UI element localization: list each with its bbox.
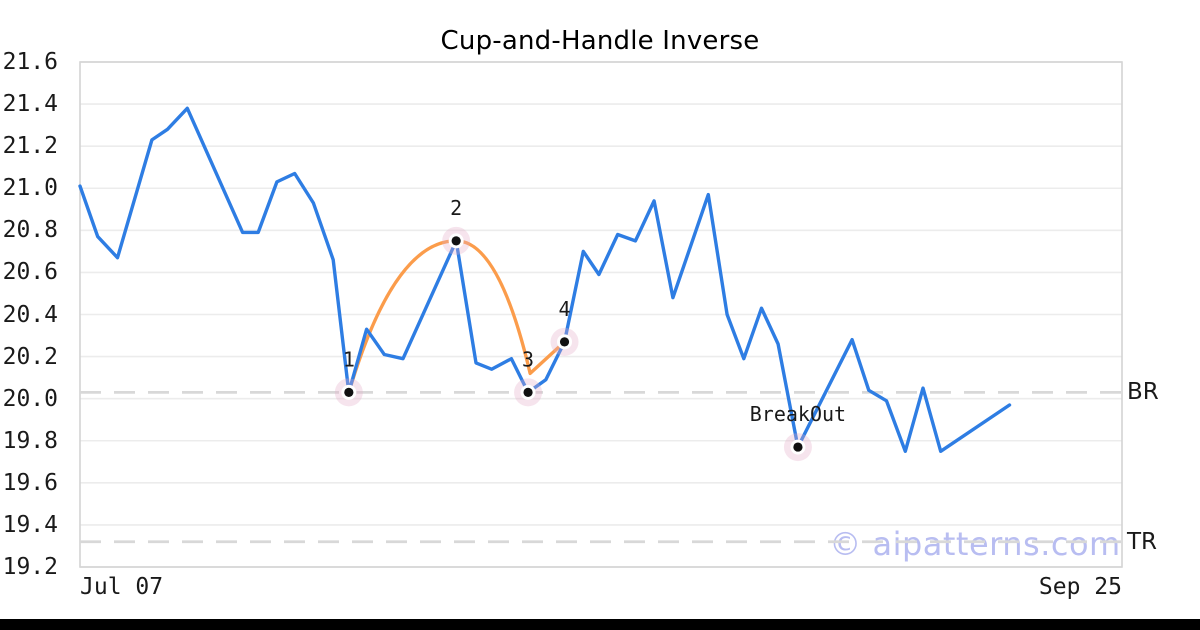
x-axis-label-end: Sep 25: [1038, 574, 1122, 600]
y-tick-label: 19.6: [2, 469, 58, 496]
marker-label-3: 3: [522, 347, 534, 371]
marker-dot: [793, 442, 803, 452]
y-tick-label: 21.0: [2, 175, 58, 202]
y-tick-label: 20.8: [2, 217, 58, 244]
marker-dot: [451, 236, 461, 246]
y-tick-label: 20.6: [2, 259, 58, 286]
marker-label-2: 2: [450, 196, 462, 220]
marker-label-1: 1: [343, 347, 355, 371]
y-tick-label: 21.2: [2, 133, 58, 160]
plot-border: [79, 61, 1123, 568]
y-tick-label: 20.4: [2, 301, 58, 328]
price-line: [78, 106, 1012, 453]
y-tick-label: 19.8: [2, 427, 58, 454]
y-tick-label: 19.2: [2, 554, 58, 580]
breakout-level-label: BR: [1127, 379, 1159, 406]
target-level-label: TR: [1127, 528, 1158, 555]
y-tick-label: 20.0: [2, 385, 58, 412]
y-tick-label: 20.2: [2, 343, 58, 370]
y-tick-label: 19.4: [2, 511, 58, 538]
y-tick-label: 21.6: [2, 49, 58, 75]
marker-dot: [523, 387, 533, 397]
marker-dot: [559, 337, 570, 347]
bottom-border-bar: [0, 619, 1200, 630]
y-tick-label: 21.4: [2, 91, 58, 118]
watermark-text: © aipatterns.com: [829, 525, 1121, 563]
marker-dot: [344, 387, 354, 397]
chart-title: Cup-and-Handle Inverse: [440, 26, 760, 56]
marker-label-4: 4: [559, 297, 571, 321]
x-axis-label-start: Jul 07: [80, 574, 164, 600]
marker-label-breakout: BreakOut: [750, 402, 846, 426]
